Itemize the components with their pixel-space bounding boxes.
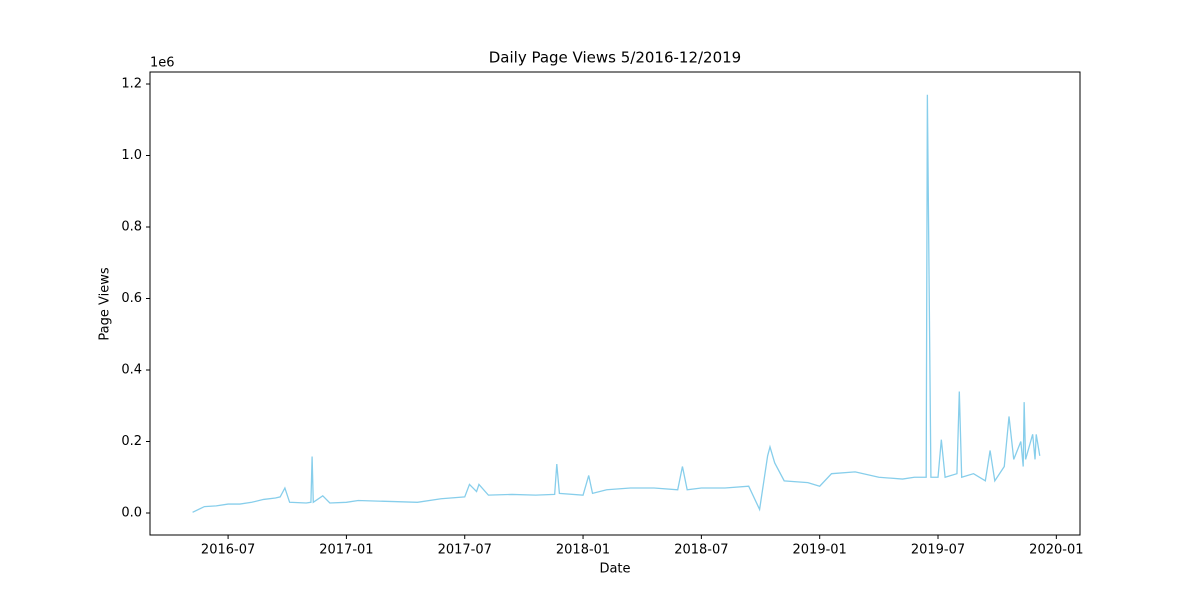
x-tick-label: 2016-07 [201,543,255,558]
y-tick-label: 0.6 [121,291,142,306]
x-tick-label: 2017-01 [319,543,373,558]
x-tick-label: 2017-07 [438,543,492,558]
y-tick-label: 1.0 [121,148,142,163]
y-offset-label: 1e6 [150,56,175,71]
x-axis-label: Date [599,562,630,577]
data-line [192,94,1041,513]
y-tick-label: 0.2 [121,434,142,449]
chart-title: Daily Page Views 5/2016-12/2019 [489,49,741,67]
x-tick-label: 2019-07 [911,543,965,558]
y-tick-label: 0.8 [121,220,142,235]
y-axis-label: Page Views [98,267,113,340]
x-tick-label: 2020-01 [1029,543,1083,558]
x-tick-label: 2018-07 [674,543,728,558]
y-tick-label: 0.4 [121,363,142,378]
y-tick-label: 1.2 [121,77,142,92]
plot-frame [149,71,1081,536]
x-tick-label: 2019-01 [793,543,847,558]
y-tick-label: 0.0 [121,506,142,521]
x-tick-label: 2018-01 [556,543,610,558]
